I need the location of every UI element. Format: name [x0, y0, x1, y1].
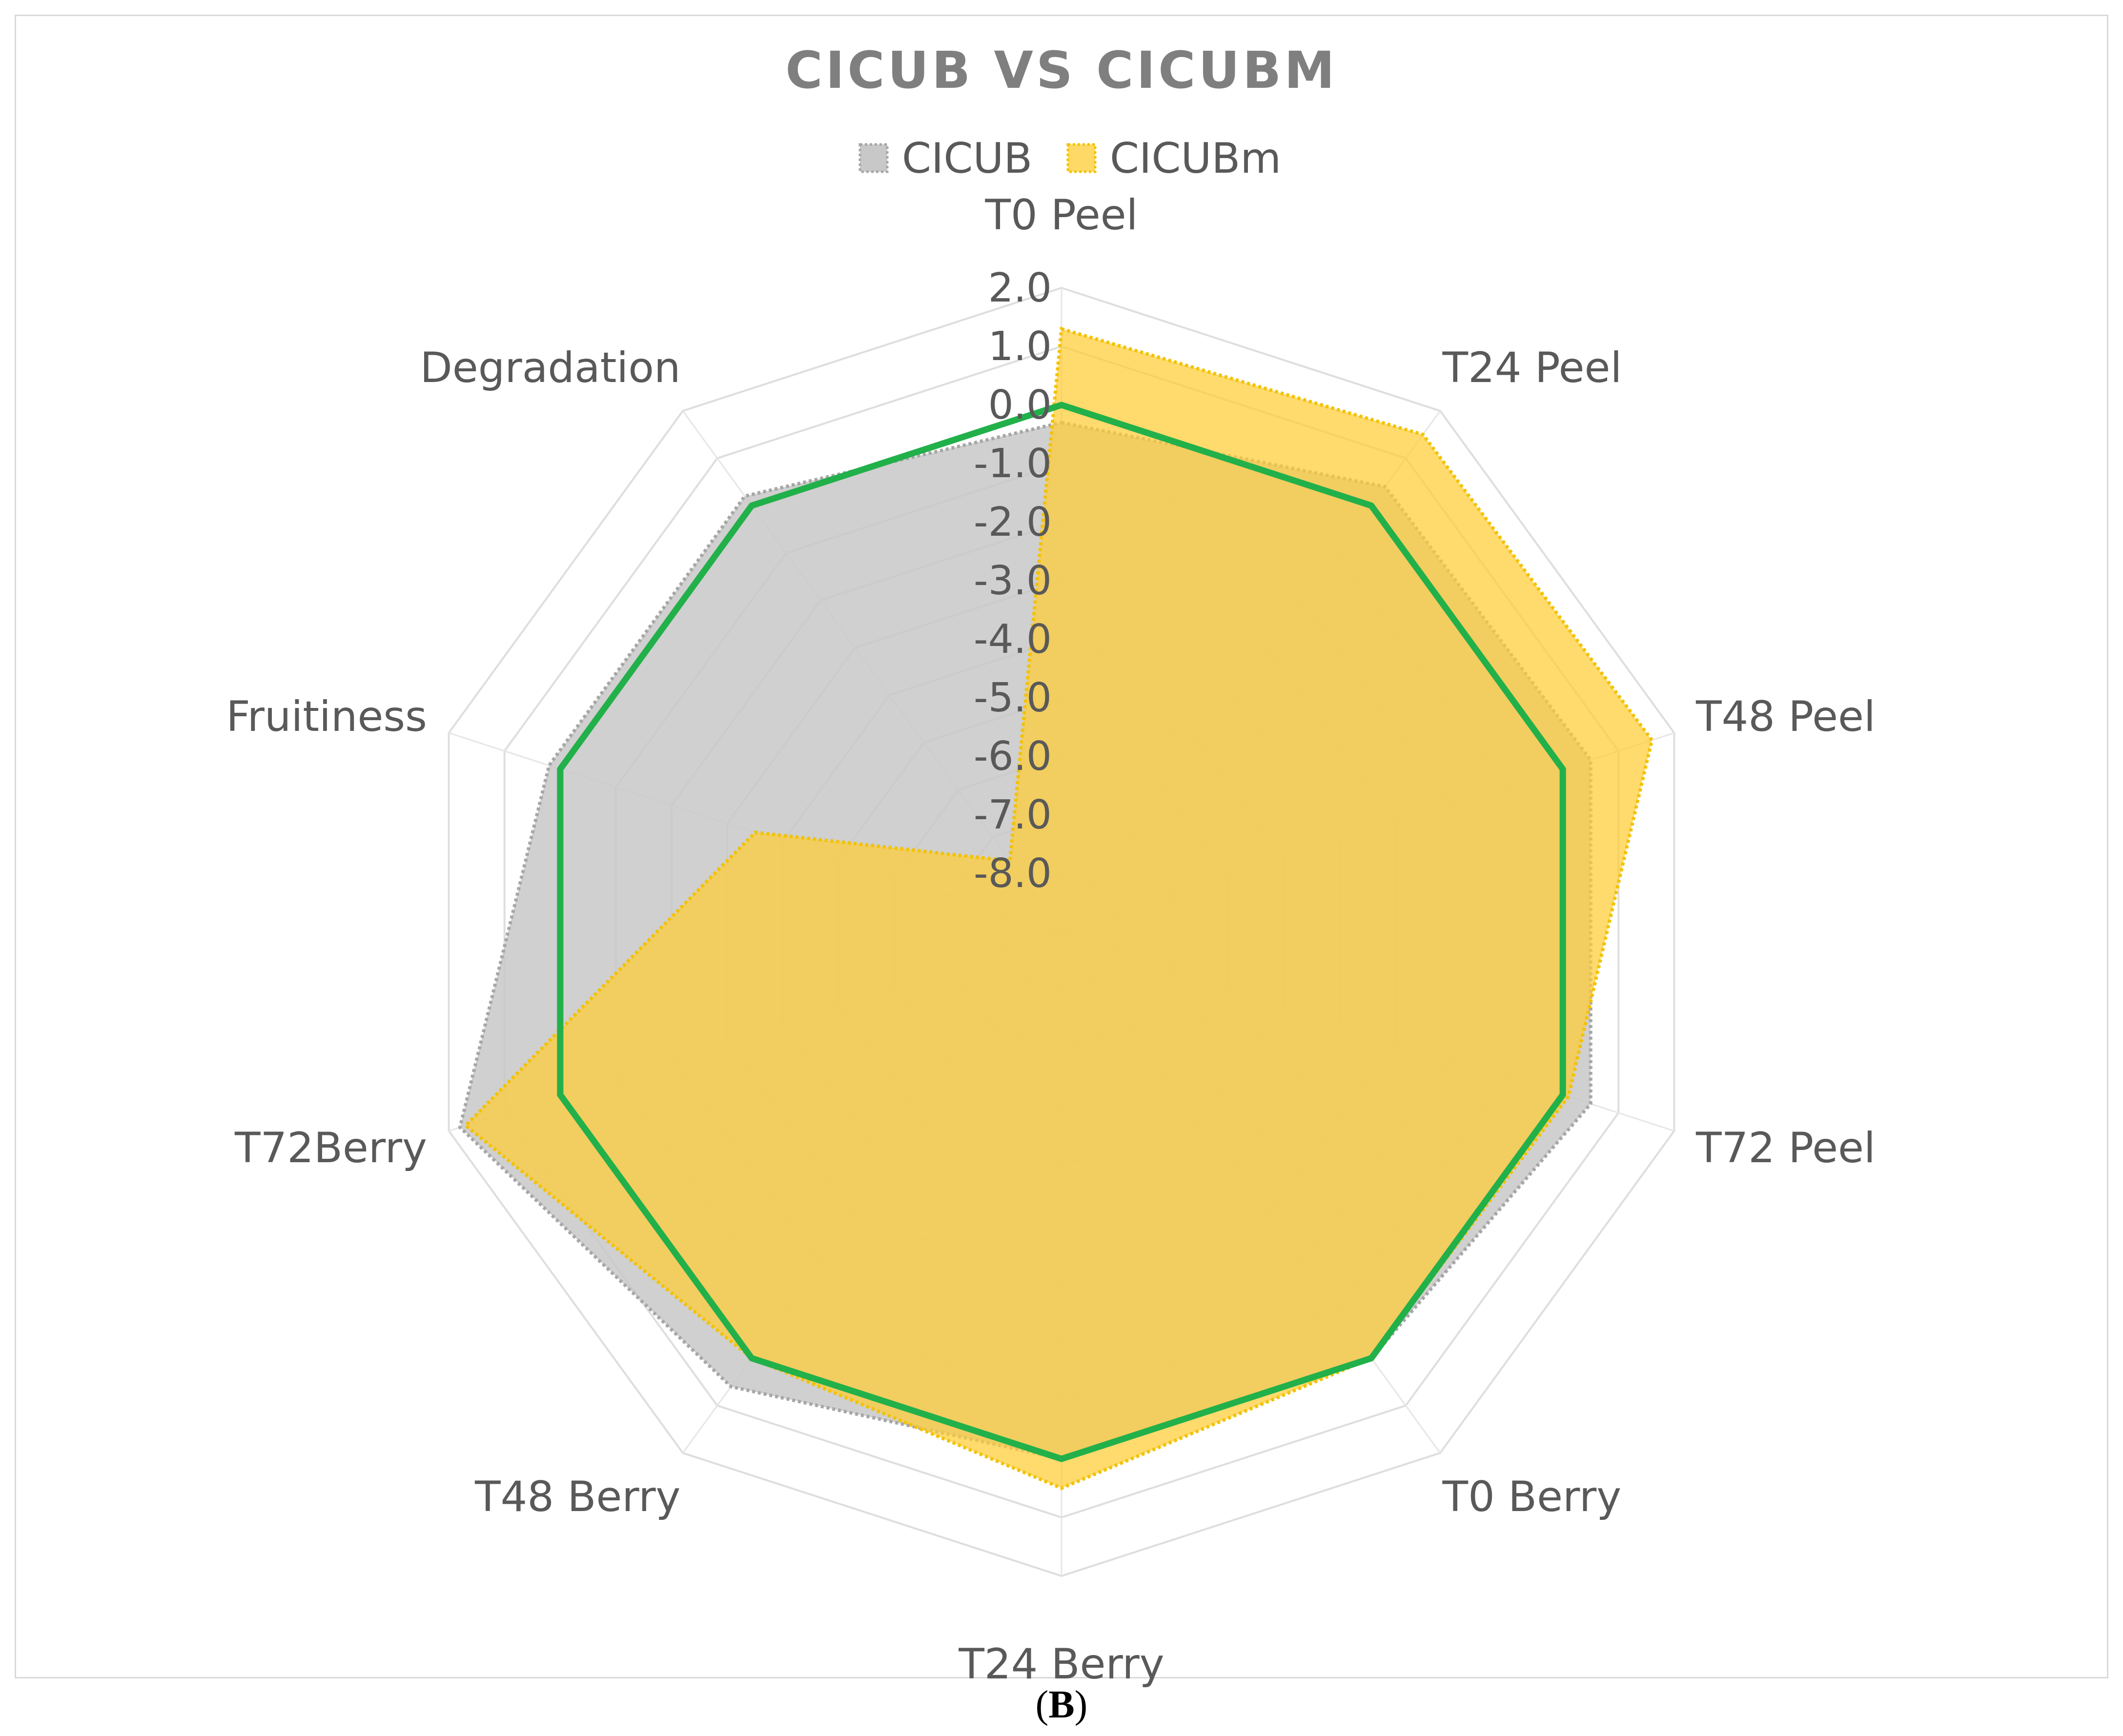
radial-tick-label: -6.0 [974, 733, 1052, 780]
category-label: T48 Berry [474, 1473, 680, 1521]
legend-label-cicubm: CICUBm [1110, 134, 1281, 183]
category-label: T72Berry [234, 1124, 427, 1172]
radial-tick-label: -2.0 [974, 499, 1052, 545]
radial-tick-label: -1.0 [974, 441, 1052, 487]
category-label: T0 Berry [1442, 1473, 1622, 1521]
legend-label-cicub: CICUB [902, 134, 1032, 183]
radial-tick-label: -3.0 [974, 558, 1052, 604]
series-area-cicubm [463, 326, 1654, 1490]
category-label: T0 Peel [984, 191, 1138, 240]
category-label: T72 Peel [1695, 1124, 1876, 1172]
panel-label: (B) [1036, 1683, 1088, 1726]
category-label: T24 Peel [1442, 343, 1622, 392]
category-label: T48 Peel [1695, 692, 1876, 741]
category-label: Degradation [420, 343, 681, 392]
legend-swatch-cicubm [1066, 143, 1097, 173]
radial-tick-label: -4.0 [974, 616, 1052, 663]
legend: CICUB CICUBm [858, 134, 1281, 183]
radial-tick-label: -8.0 [974, 850, 1052, 897]
category-label: Fruitiness [226, 692, 427, 741]
panel-label-letter: B [1048, 1683, 1074, 1726]
radar-series [458, 326, 1654, 1490]
radial-tick-label: 1.0 [988, 323, 1052, 370]
category-labels: T0 Peel T24 Peel T48 Peel T72 Peel T0 Berry T… [226, 191, 1875, 1689]
chart-title: CICUB VS CICUBM [785, 40, 1337, 100]
radial-ticks: 2.0 1.0 0.0 -1.0 -2.0 -3.0 -4.0 -5.0 -6.0 -7.0 -8.… [974, 265, 1052, 897]
legend-swatch-cicub [858, 143, 889, 173]
radial-tick-label: -7.0 [974, 792, 1052, 838]
category-label: T24 Berry [958, 1640, 1164, 1689]
radial-tick-label: -5.0 [974, 675, 1052, 721]
series-line-reference [557, 402, 1566, 1462]
radial-tick-label: 0.0 [988, 382, 1052, 428]
radial-tick-label: 2.0 [988, 265, 1052, 311]
